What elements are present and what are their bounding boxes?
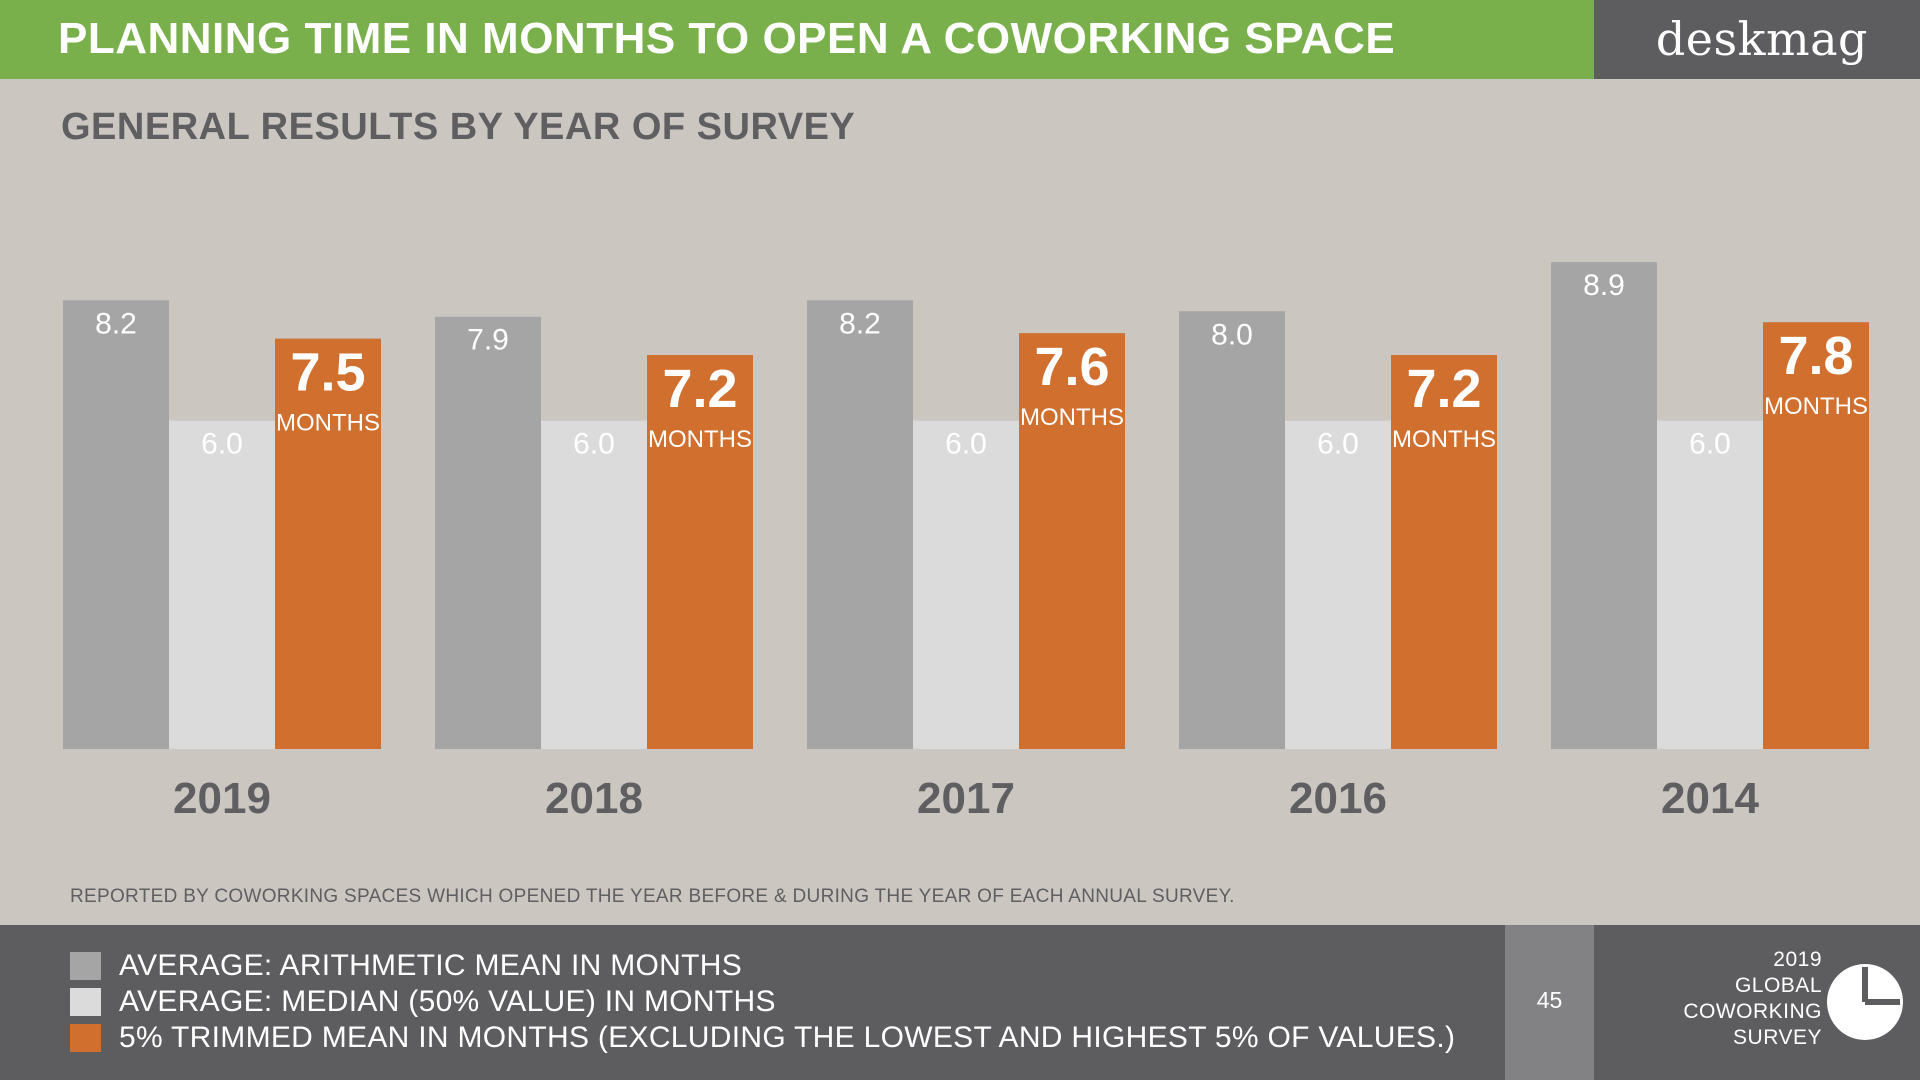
footnote: REPORTED BY COWORKING SPACES WHICH OPENE…	[70, 886, 1235, 907]
bar-2017-series-3	[1019, 333, 1125, 749]
survey-badge: 2019 GLOBAL COWORKING SURVEY	[1594, 925, 1920, 1080]
legend-label-mean: AVERAGE: ARITHMETIC MEAN IN MONTHS	[119, 949, 743, 982]
data-label-2019-series-2: 6.0	[201, 428, 243, 461]
unit-label-2017: MONTHS	[1020, 404, 1124, 431]
unit-label-2018: MONTHS	[648, 426, 752, 453]
x-tick-label-2017: 2017	[917, 774, 1015, 823]
bar-2014-series-2	[1657, 420, 1763, 749]
bar-2016-series-2	[1285, 420, 1391, 749]
data-label-2014-series-2: 6.0	[1689, 428, 1731, 461]
data-label-2016-series-2: 6.0	[1317, 428, 1359, 461]
data-label-2019-series-3: 7.5	[290, 343, 365, 403]
bar-2018-series-1	[435, 316, 541, 749]
data-label-2016-series-3: 7.2	[1406, 359, 1481, 419]
bar-2018-series-3	[647, 355, 753, 749]
survey-title: 2019 GLOBAL COWORKING SURVEY	[1683, 947, 1822, 1051]
legend-panel: AVERAGE: ARITHMETIC MEAN IN MONTHS AVERA…	[0, 925, 1505, 1080]
deskmag-logo: deskmag	[1655, 12, 1868, 66]
bar-2019-series-2	[169, 420, 275, 749]
unit-label-2019: MONTHS	[276, 410, 380, 437]
unit-label-2014: MONTHS	[1764, 393, 1868, 420]
page-number-box: 45	[1505, 925, 1594, 1080]
pie-chart-icon	[1827, 964, 1903, 1040]
bar-2017-series-1	[807, 300, 913, 749]
data-label-2014-series-3: 7.8	[1778, 326, 1853, 386]
data-label-2019-series-1: 8.2	[95, 307, 137, 340]
legend-item-mean: AVERAGE: ARITHMETIC MEAN IN MONTHS	[70, 949, 743, 982]
data-label-2018-series-3: 7.2	[662, 359, 737, 419]
unit-label-2016: MONTHS	[1392, 426, 1496, 453]
bar-chart: 8.2 6.0 7.5 MONTHS 2019 7.9 6.0 7.2 MONTHS 2018 8.…	[63, 262, 1869, 823]
legend-swatch-trimmed-mean	[70, 1024, 101, 1052]
survey-year: 2019	[1773, 948, 1822, 971]
legend-item-trimmed-mean: 5% TRIMMED MEAN IN MONTHS (EXCLUDING THE…	[70, 1021, 1456, 1054]
legend-swatch-mean	[70, 952, 101, 980]
legend-swatch-median	[70, 988, 101, 1016]
survey-line-global: GLOBAL	[1734, 974, 1822, 997]
bar-2016-series-1	[1179, 311, 1285, 749]
bar-2019-series-3	[275, 338, 381, 749]
x-tick-label-2016: 2016	[1289, 774, 1387, 823]
data-label-2017-series-3: 7.6	[1034, 337, 1109, 397]
bar-2016-series-3	[1391, 355, 1497, 749]
survey-line-survey: SURVEY	[1733, 1026, 1822, 1049]
bar-2017-series-2	[913, 420, 1019, 749]
data-label-2014-series-1: 8.9	[1583, 269, 1625, 302]
legend-label-median: AVERAGE: MEDIAN (50% VALUE) IN MONTHS	[119, 985, 776, 1018]
legend-item-median: AVERAGE: MEDIAN (50% VALUE) IN MONTHS	[70, 985, 776, 1018]
bar-2014-series-3	[1763, 322, 1869, 749]
legend-label-trimmed-mean: 5% TRIMMED MEAN IN MONTHS (EXCLUDING THE…	[119, 1021, 1456, 1054]
page-title: PLANNING TIME IN MONTHS TO OPEN A COWORK…	[58, 14, 1396, 63]
header-band: PLANNING TIME IN MONTHS TO OPEN A COWORK…	[0, 0, 1594, 79]
chart-subtitle: GENERAL RESULTS BY YEAR OF SURVEY	[61, 106, 856, 148]
data-label-2018-series-2: 6.0	[573, 428, 615, 461]
x-tick-label-2014: 2014	[1661, 774, 1759, 823]
page-number: 45	[1536, 987, 1563, 1013]
data-label-2017-series-2: 6.0	[945, 428, 987, 461]
survey-line-coworking: COWORKING	[1683, 1000, 1822, 1023]
x-tick-label-2018: 2018	[545, 774, 643, 823]
brand-box: deskmag	[1594, 0, 1920, 79]
data-label-2018-series-1: 7.9	[467, 324, 509, 357]
data-label-2016-series-1: 8.0	[1211, 318, 1253, 351]
bar-2014-series-1	[1551, 262, 1657, 749]
x-tick-label-2019: 2019	[173, 774, 271, 823]
bar-2019-series-1	[63, 300, 169, 749]
bar-2018-series-2	[541, 420, 647, 749]
data-label-2017-series-1: 8.2	[839, 307, 881, 340]
